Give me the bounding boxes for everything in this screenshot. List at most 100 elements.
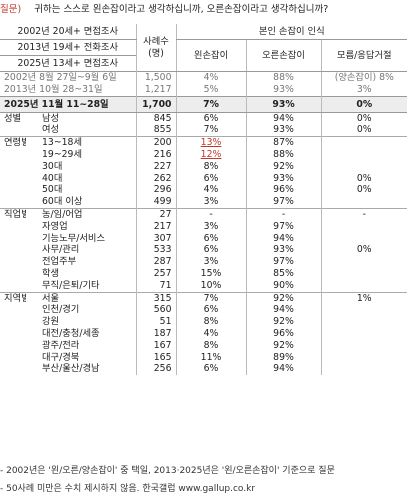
group-spacer <box>0 352 26 364</box>
right-handed-pct: 93% <box>245 83 322 97</box>
row-label: 대전/충청/세종 <box>42 327 100 339</box>
question-line: 질문) 귀하는 스스로 왼손잡이라고 생각하십니까, 오른손잡이라고 생각하십니… <box>0 2 328 18</box>
right-handed-pct: 94% <box>245 111 322 125</box>
table-row: 자영업 217 3% 97% <box>0 220 407 233</box>
group-spacer <box>0 161 26 173</box>
dont-know-pct <box>320 363 407 376</box>
sample-size: 499 <box>135 196 177 209</box>
dont-know-pct <box>320 351 407 364</box>
right-handed-pct: 92% <box>245 316 322 328</box>
dont-know-pct: 1% <box>320 291 407 305</box>
current-total-row: 2025년 11월 11~28일 1,700 7% 93% 0% <box>0 95 407 113</box>
right-handed-pct: 88% <box>245 148 322 161</box>
right-handed-pct: 96% <box>245 184 322 197</box>
dont-know-pct: 0% <box>320 111 407 125</box>
left-handed-pct: - <box>175 207 247 221</box>
left-handed-pct: 15% <box>175 267 247 280</box>
dont-know-pct <box>320 256 407 268</box>
table-row: 대전/충청/세종 187 4% 96% <box>0 327 407 340</box>
right-handed-pct: 92% <box>245 339 322 352</box>
dont-know-pct: 3% <box>320 83 407 97</box>
dont-know-pct <box>320 196 407 209</box>
table-row: 학생 257 15% 85% <box>0 267 407 280</box>
dont-know-pct: 0% <box>320 244 407 257</box>
question-text: 귀하는 스스로 왼손잡이라고 생각하십니까, 오른손잡이라고 생각하십니까? <box>34 4 329 15</box>
dont-know-pct <box>320 339 407 352</box>
dont-know-pct <box>320 220 407 233</box>
right-handed-pct: - <box>245 207 322 221</box>
history-row: 2002년 8월 27일~9월 6일 1,500 4% 88% (양손잡이) 8% <box>0 70 407 84</box>
row-label: 광주/전라 <box>42 339 80 351</box>
dont-know-pct: - <box>320 207 407 221</box>
right-handed-pct: 94% <box>245 232 322 245</box>
dont-know-pct: (양손잡이) 8% <box>320 70 407 84</box>
left-handed-pct: 4% <box>175 184 247 197</box>
table-row: 성별 남성 845 6% 94% 0% <box>0 111 407 125</box>
left-handed-pct: 6% <box>175 111 247 125</box>
dont-know-pct <box>320 304 407 317</box>
right-handed-pct: 93% <box>245 95 322 113</box>
sample-size: 262 <box>135 172 177 185</box>
row-label: 농/임/어업 <box>26 207 137 221</box>
row-label: 무직/은퇴/기타 <box>42 279 100 291</box>
right-handed-pct: 92% <box>245 291 322 305</box>
group-spacer <box>0 184 26 196</box>
table-row: 무직/은퇴/기타 71 10% 90% <box>0 279 407 293</box>
table-row: 60대 이상 499 3% 97% <box>0 196 407 209</box>
table-row: 30대 227 8% 92% <box>0 160 407 173</box>
group-spacer <box>0 221 26 233</box>
column-dont-know: 모름/응답거절 <box>320 39 407 72</box>
group-name: 연령별 <box>0 136 26 149</box>
left-handed-pct: 6% <box>175 304 247 317</box>
sample-size: 217 <box>135 220 177 233</box>
left-handed-pct: 4% <box>175 327 247 340</box>
left-handed-pct: 11% <box>175 351 247 364</box>
sample-size: 51 <box>135 316 177 328</box>
footnote-source: - 50사례 미만은 수치 제시하지 않음. 한국갤럽 www.gallup.c… <box>0 484 256 494</box>
right-handed-pct: 94% <box>245 304 322 317</box>
dont-know-pct <box>320 316 407 328</box>
row-label: 강원 <box>42 316 60 328</box>
left-handed-pct: 6% <box>175 363 247 376</box>
right-handed-pct: 90% <box>245 279 322 293</box>
row-label: 인천/경기 <box>42 304 80 316</box>
table-row: 여성 855 7% 93% 0% <box>0 124 407 137</box>
sample-size: 560 <box>135 304 177 317</box>
group-spacer <box>0 280 26 292</box>
row-label: 19~29세 <box>42 148 83 160</box>
row-label: 40대 <box>42 172 63 184</box>
right-handed-pct: 97% <box>245 256 322 268</box>
group-name: 지역별 <box>0 291 26 305</box>
survey-method-2002: 2002년 20세+ 면접조사 <box>0 24 137 40</box>
row-label: 30대 <box>42 160 63 172</box>
group-spacer <box>0 316 26 328</box>
row-label: 학생 <box>42 267 60 279</box>
row-label: 대구/경북 <box>42 351 80 363</box>
history-row: 2013년 10월 28~31일 1,217 5% 93% 3% <box>0 83 407 97</box>
group-spacer <box>0 363 26 375</box>
left-handed-pct: 6% <box>175 232 247 245</box>
left-handed-pct: 7% <box>175 291 247 305</box>
dont-know-pct <box>320 327 407 340</box>
handedness-group-header: 본인 손잡이 인식 <box>175 24 407 40</box>
right-handed-pct: 97% <box>245 220 322 233</box>
row-label: 자영업 <box>42 220 68 232</box>
row-label: 부산/울산/경남 <box>42 363 100 375</box>
group-spacer <box>0 233 26 245</box>
row-label: 사무/관리 <box>42 244 80 256</box>
sample-size: 1,500 <box>135 70 177 84</box>
history-label: 2013년 10월 28~31일 <box>4 83 103 95</box>
left-handed-pct: 8% <box>175 339 247 352</box>
row-label: 여성 <box>42 124 60 136</box>
dont-know-pct <box>320 279 407 293</box>
group-spacer <box>0 196 26 208</box>
sample-size: 287 <box>135 256 177 268</box>
dont-know-pct: 0% <box>320 95 407 113</box>
left-handed-pct: 12% <box>175 148 247 161</box>
group-spacer <box>0 149 26 161</box>
table-row: 지역별서울3157%92%1% <box>0 291 407 305</box>
dont-know-pct: 0% <box>320 124 407 137</box>
